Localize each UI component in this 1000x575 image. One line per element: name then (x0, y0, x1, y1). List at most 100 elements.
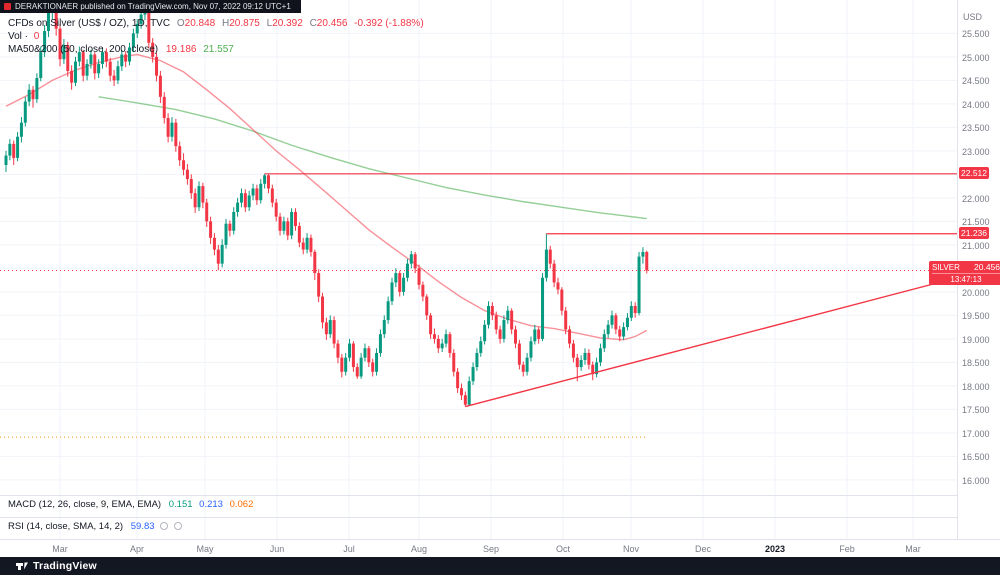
candle-body (85, 63, 89, 76)
time-tick-label: Jun (269, 544, 285, 554)
candle-body (77, 52, 81, 62)
candle-body (46, 12, 50, 32)
candle-body (351, 343, 355, 368)
candle-body (506, 310, 510, 321)
price-axis[interactable]: USD 25.500 25.000 24.500 24.000 23.500 23.000… (929, 0, 1000, 539)
candle-body (398, 273, 402, 292)
candle-body (166, 117, 170, 137)
candle-body (135, 23, 139, 34)
candle-body (197, 186, 201, 208)
candle-body (479, 341, 483, 353)
symbol-title[interactable]: CFDs on Silver (US$ / OZ), 1D, TVC (8, 18, 171, 29)
candle-body (402, 277, 406, 292)
rsi-band-icon (173, 522, 182, 531)
ma-legend-label[interactable]: MA50&200 (50, close, 200, close) (8, 44, 159, 55)
time-tick-label: Mar (52, 544, 68, 554)
candle-body (39, 52, 43, 79)
candle-body (224, 223, 228, 245)
price-tick-label: 23.500 (962, 123, 990, 134)
candle-body (622, 327, 626, 337)
candle-body (228, 223, 232, 231)
candle-body (452, 352, 456, 372)
ma200-value: 21.557 (203, 44, 234, 55)
rsi-label[interactable]: RSI (14, close, SMA, 14, 2) (8, 521, 124, 532)
candle-body (131, 33, 135, 48)
candle-body (12, 143, 16, 158)
macd-hist-value: 0.151 (168, 499, 193, 510)
price-tick-label: 25.500 (962, 29, 990, 40)
price-tick-label: 18.000 (962, 381, 990, 392)
candle-body (645, 252, 649, 271)
candle-body (498, 329, 502, 339)
bar-countdown: 13:47:13 (932, 273, 1000, 284)
level-price-label: 21.236 (959, 226, 989, 239)
brand-name[interactable]: TradingView (33, 560, 97, 572)
candle-body (633, 305, 637, 314)
close-label: C (309, 18, 317, 29)
candle-body (556, 282, 560, 290)
time-tick-label: Mar (905, 544, 921, 554)
price-tick-label: 16.500 (962, 452, 990, 463)
close-value: 20.456 (316, 18, 348, 29)
candle-body (4, 155, 8, 165)
candle-body (313, 251, 317, 274)
candle-body (533, 329, 537, 342)
candle-body (606, 324, 610, 335)
candle-body (97, 63, 101, 74)
candle-body (595, 362, 599, 375)
candle-body (568, 329, 572, 344)
candle-body (81, 52, 85, 76)
macd-legend: MACD (12, 26, close, 9, EMA, EMA) 0.151 … (8, 499, 253, 510)
candle-body (359, 357, 363, 377)
candle-body (560, 289, 564, 311)
candle-body (239, 193, 243, 203)
macd-label[interactable]: MACD (12, 26, close, 9, EMA, EMA) (8, 499, 162, 510)
trendline[interactable] (465, 277, 957, 408)
volume-label[interactable]: Vol · (8, 31, 29, 42)
candle-body (355, 367, 359, 377)
pane-separator[interactable] (0, 517, 1000, 518)
candle-body (475, 352, 479, 368)
candle-body (155, 56, 159, 76)
macd-signal-value: 0.062 (229, 499, 254, 510)
candle-body (321, 296, 325, 323)
footer-brand-bar: TradingView (0, 557, 1000, 575)
candle-body (93, 54, 97, 74)
candle-body (490, 305, 494, 316)
candle-body (324, 322, 328, 335)
candle-body (185, 169, 189, 180)
price-tick-label: 24.500 (962, 76, 990, 87)
candle-body (525, 357, 529, 372)
candle-body (618, 329, 622, 337)
candle-body (529, 341, 533, 358)
candle-body (35, 78, 39, 100)
candle-body (251, 188, 255, 196)
price-tick-label: 23.000 (962, 146, 990, 157)
time-tick-label: Feb (839, 544, 855, 554)
time-axis[interactable]: Mar Apr May Jun Jul Aug Sep Oct Nov Dec 2023 Feb Mar (0, 539, 1000, 558)
candle-body (405, 263, 409, 278)
rsi-legend: RSI (14, close, SMA, 14, 2) 59.83 (8, 521, 182, 532)
candle-body (591, 364, 595, 375)
time-tick-label: Apr (129, 544, 145, 554)
candle-body (255, 188, 259, 201)
candle-body (514, 329, 518, 344)
candle-body (294, 211, 297, 227)
candle-body (263, 175, 267, 184)
candle-body (236, 202, 240, 212)
current-symbol: SILVER (932, 262, 960, 272)
candle-body (174, 122, 178, 147)
candle-body (444, 334, 448, 344)
open-value: 20.848 (184, 18, 216, 29)
candle-body (66, 45, 70, 71)
candle-body (467, 381, 471, 405)
publish-bar: DERAKTIONAER published on TradingView.co… (0, 0, 301, 13)
pane-separator[interactable] (0, 495, 1000, 496)
chart-canvas[interactable] (0, 0, 957, 539)
candle-body (494, 315, 498, 330)
candle-body (487, 305, 490, 325)
candle-body (158, 75, 162, 97)
time-tick-label: Jul (343, 544, 355, 554)
rsi-band-icon (160, 522, 169, 531)
